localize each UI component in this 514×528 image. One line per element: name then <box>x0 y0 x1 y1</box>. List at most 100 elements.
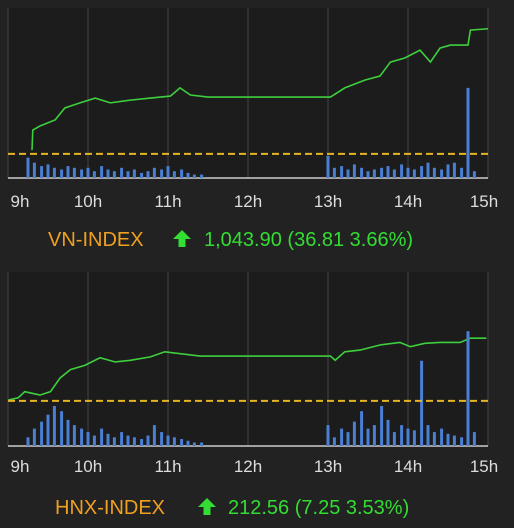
volume-bar <box>100 166 104 178</box>
index-value: 1,043.90 (36.81 3.66%) <box>204 229 413 251</box>
volume-bar <box>386 419 390 446</box>
volume-bar <box>420 166 424 178</box>
volume-bar <box>472 171 476 178</box>
volume-bar <box>132 169 136 178</box>
volume-bar <box>406 428 410 446</box>
volume-bar <box>146 171 150 178</box>
volume-bar <box>60 169 64 178</box>
volume-bar <box>432 432 436 446</box>
volume-bar <box>200 442 204 446</box>
volume-bar <box>372 169 376 178</box>
index-name: VN-INDEX <box>48 229 144 251</box>
volume-bar <box>380 405 384 446</box>
volume-bar <box>340 166 344 178</box>
volume-bar <box>120 167 124 178</box>
volume-bar <box>160 169 164 178</box>
volume-bar <box>40 421 44 446</box>
volume-bar <box>400 164 404 178</box>
volume-bar <box>126 171 130 178</box>
volume-bar <box>432 167 436 178</box>
volume-bar <box>32 428 36 446</box>
volume-bar <box>66 166 70 178</box>
volume-bar <box>172 171 176 178</box>
volume-bar <box>100 428 104 446</box>
volume-bar <box>126 435 130 446</box>
volume-bar <box>346 169 350 178</box>
volume-bar <box>166 435 170 446</box>
volume-bar <box>332 167 336 178</box>
volume-bar <box>412 169 416 178</box>
price-line <box>7 337 487 401</box>
volume-bar <box>152 425 156 446</box>
x-tick-label: 9h <box>11 457 30 476</box>
volume-bar <box>106 169 110 178</box>
volume-bar <box>420 360 424 446</box>
x-tick-label: 11h <box>154 457 181 476</box>
volume-bar <box>140 439 144 446</box>
volume-bar <box>340 428 344 446</box>
volume-bar <box>360 411 364 446</box>
volume-bar <box>360 167 364 178</box>
volume-bar <box>186 172 190 178</box>
volume-bar <box>46 414 50 446</box>
x-tick-label: 10h <box>74 457 102 476</box>
index-value: 212.56 (7.25 3.53%) <box>228 497 409 519</box>
volume-bar <box>86 432 90 446</box>
volume-bar <box>460 437 464 446</box>
volume-bar <box>346 432 350 446</box>
volume-bar <box>352 421 356 446</box>
volume-bar <box>380 167 384 178</box>
volume-bar <box>120 432 124 446</box>
up-arrow <box>173 230 191 247</box>
volume-bar <box>452 162 456 178</box>
x-tick-label: 14h <box>394 192 422 211</box>
volume-bar <box>140 172 144 178</box>
volume-bar <box>192 442 196 446</box>
volume-bar <box>452 435 456 446</box>
volume-bar <box>132 437 136 446</box>
volume-bar <box>406 167 410 178</box>
volume-bar <box>180 439 184 446</box>
x-tick-label: 12h <box>234 457 262 476</box>
volume-bar <box>26 437 30 446</box>
volume-bar <box>186 440 190 446</box>
volume-bar <box>412 430 416 446</box>
volume-bar <box>26 157 30 178</box>
volume-bar <box>466 331 470 446</box>
volume-bar <box>472 432 476 446</box>
volume-bar <box>86 167 90 178</box>
volume-bar <box>172 437 176 446</box>
volume-bar <box>40 166 44 178</box>
volume-bar <box>112 437 116 446</box>
volume-bar <box>460 167 464 178</box>
volume-bar <box>166 166 170 178</box>
x-tick-label: 15h <box>470 457 498 476</box>
volume-bar <box>106 433 110 446</box>
volume-bar <box>366 171 370 178</box>
volume-bar <box>80 169 84 178</box>
up-arrow <box>198 498 216 515</box>
volume-bar <box>392 169 396 178</box>
volume-bar <box>192 174 196 178</box>
volume-bar <box>112 171 116 178</box>
volume-bar <box>152 167 156 178</box>
volume-bar <box>72 167 76 178</box>
x-tick-label: 14h <box>394 457 422 476</box>
volume-bar <box>372 425 376 446</box>
x-tick-label: 11h <box>154 192 181 211</box>
volume-bar <box>466 87 470 178</box>
volume-bar <box>386 166 390 178</box>
x-tick-label: 12h <box>234 192 262 211</box>
x-tick-label: 10h <box>74 192 102 211</box>
volume-bar <box>440 169 444 178</box>
index-name: HNX-INDEX <box>55 497 165 519</box>
volume-bar <box>146 435 150 446</box>
volume-bar <box>400 425 404 446</box>
volume-bar <box>200 174 204 178</box>
volume-bar <box>392 432 396 446</box>
volume-bar <box>446 433 450 446</box>
volume-bar <box>52 167 56 178</box>
volume-bar <box>326 425 330 446</box>
volume-bar <box>366 428 370 446</box>
